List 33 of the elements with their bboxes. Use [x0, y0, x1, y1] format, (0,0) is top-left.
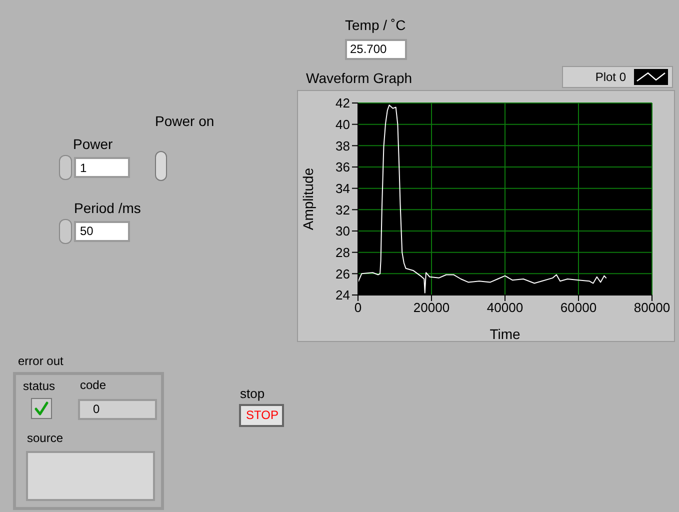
- y-tick-label: 26: [336, 266, 350, 282]
- text: 1: [80, 161, 87, 175]
- y-tick-label: 40: [336, 116, 350, 132]
- text: status: [23, 379, 56, 393]
- legend-label: Plot 0: [595, 70, 626, 84]
- text: Period /ms: [74, 200, 141, 216]
- y-tick-label: 36: [336, 160, 350, 175]
- y-tick-label: 38: [336, 138, 350, 154]
- text: Temp / ˚C: [345, 17, 406, 33]
- x-tick-label: 40000: [486, 300, 524, 316]
- text: stop: [240, 386, 265, 401]
- text: Power on: [155, 113, 214, 129]
- text: error out: [18, 354, 64, 368]
- x-tick-label: 60000: [560, 300, 597, 316]
- text: source: [27, 431, 64, 445]
- y-axis-title: Amplitude: [300, 168, 316, 230]
- x-axis-title: Time: [490, 326, 521, 342]
- text: STOP: [246, 408, 278, 422]
- text: 0: [93, 402, 100, 416]
- y-tick-label: 42: [336, 96, 350, 111]
- x-tick-label: 0: [354, 300, 362, 316]
- text: Power: [73, 136, 113, 152]
- text: 50: [80, 224, 94, 238]
- y-tick-label: 24: [336, 288, 350, 303]
- y-tick-label: 28: [336, 244, 350, 260]
- y-tick-label: 30: [336, 224, 350, 239]
- y-tick-label: 34: [336, 180, 350, 196]
- text: code: [80, 378, 106, 392]
- chart-title: Waveform Graph: [306, 70, 412, 86]
- x-tick-label: 80000: [634, 300, 670, 316]
- x-tick-label: 20000: [413, 300, 450, 316]
- y-tick-label: 32: [336, 202, 350, 218]
- text: 25.700: [350, 42, 387, 56]
